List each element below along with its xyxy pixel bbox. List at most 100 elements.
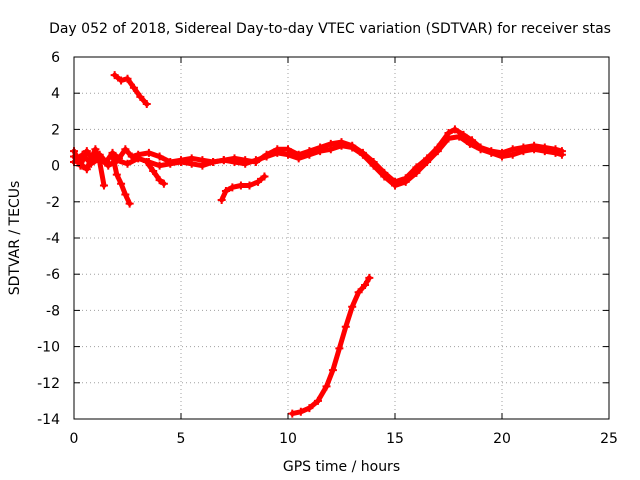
data-point — [288, 409, 297, 418]
data-point — [129, 83, 138, 92]
data-point — [487, 148, 496, 157]
x-tick-label: 25 — [600, 431, 618, 447]
data-point — [348, 143, 357, 152]
y-tick-label: -4 — [46, 231, 60, 247]
data-point — [369, 161, 378, 170]
data-point — [125, 199, 134, 208]
data-point — [423, 157, 432, 166]
y-tick-label: -14 — [37, 412, 60, 428]
data-point — [284, 150, 292, 159]
x-tick-label: 5 — [177, 431, 186, 447]
data-point — [335, 344, 344, 353]
data-point — [540, 147, 549, 156]
x-tick-label: 20 — [493, 431, 511, 447]
data-point — [149, 167, 158, 176]
data-point — [166, 159, 175, 168]
data-point — [465, 139, 474, 148]
x-axis-label: GPS time / hours — [283, 459, 400, 475]
x-tick-label: 10 — [279, 431, 297, 447]
data-point — [305, 150, 314, 159]
data-point — [123, 74, 132, 83]
data-point — [241, 159, 250, 168]
data-point — [177, 157, 185, 166]
data-point — [262, 152, 271, 161]
data-point — [117, 76, 126, 85]
data-point — [198, 161, 207, 170]
data-point — [104, 161, 113, 170]
data-point — [322, 382, 331, 391]
chart-title: Day 052 of 2018, Sidereal Day-to-day VTE… — [49, 21, 611, 37]
data-point — [444, 134, 453, 143]
data-point — [95, 157, 104, 166]
y-tick-label: -12 — [37, 376, 60, 392]
x-tick-label: 0 — [70, 431, 79, 447]
data-point — [508, 150, 517, 159]
data-point — [155, 152, 164, 161]
data-point — [230, 157, 239, 166]
data-point — [260, 172, 269, 181]
data-point — [228, 183, 237, 192]
data-point — [380, 172, 389, 181]
data-point — [365, 273, 374, 282]
data-point — [142, 100, 151, 109]
data-point — [251, 156, 260, 165]
data-point — [219, 156, 228, 165]
data-point — [450, 125, 459, 134]
data-point — [144, 148, 153, 157]
data-point — [123, 159, 132, 168]
data-point — [273, 148, 282, 157]
data-point — [455, 132, 464, 141]
data-point — [305, 404, 314, 413]
data-point — [254, 177, 263, 186]
data-point — [159, 179, 168, 188]
x-tick-label: 15 — [386, 431, 404, 447]
data-point — [476, 145, 485, 154]
grid — [74, 57, 609, 419]
data-point — [87, 154, 96, 163]
series-main-band-a — [71, 126, 565, 185]
data-point — [187, 159, 196, 168]
data-point — [121, 145, 130, 154]
y-tick-label: 6 — [51, 50, 60, 66]
axes: 0 5 10 15 20 25 -14 -12 -10 -8 -6 -4 -2 0 2 4 6 — [37, 50, 618, 447]
data-point — [142, 157, 151, 166]
y-tick-label: -6 — [46, 267, 60, 283]
data-point — [209, 157, 218, 166]
y-tick-label: -2 — [46, 195, 60, 211]
data-point — [155, 161, 164, 170]
data-point — [328, 366, 337, 375]
y-tick-label: 4 — [51, 86, 60, 102]
data-point — [110, 71, 119, 80]
data-point — [294, 154, 303, 163]
data-point — [136, 92, 145, 101]
data-point — [557, 150, 566, 159]
data-point — [337, 141, 346, 150]
series-early-dip-3 — [144, 159, 167, 187]
data-point — [155, 176, 164, 185]
y-tick-label: -8 — [46, 303, 60, 319]
data-point — [433, 147, 442, 156]
data-point — [74, 156, 83, 165]
data-point — [121, 190, 130, 199]
data-point — [78, 150, 87, 159]
data-point — [401, 177, 410, 186]
data-point — [412, 168, 421, 177]
y-tick-label: 0 — [51, 159, 60, 175]
data-point — [354, 288, 363, 297]
data-point — [551, 148, 560, 157]
data-point — [117, 179, 126, 188]
data-point — [391, 181, 399, 190]
y-tick-label: 2 — [51, 122, 60, 138]
data-point — [236, 181, 245, 190]
data-point — [82, 147, 91, 156]
data-point — [326, 145, 335, 154]
y-tick-label: -10 — [37, 340, 60, 356]
data-point — [313, 396, 322, 405]
data-point — [316, 147, 325, 156]
data-point — [245, 181, 254, 190]
data-point — [217, 195, 226, 204]
data-point — [108, 150, 117, 159]
data-point — [99, 181, 108, 190]
